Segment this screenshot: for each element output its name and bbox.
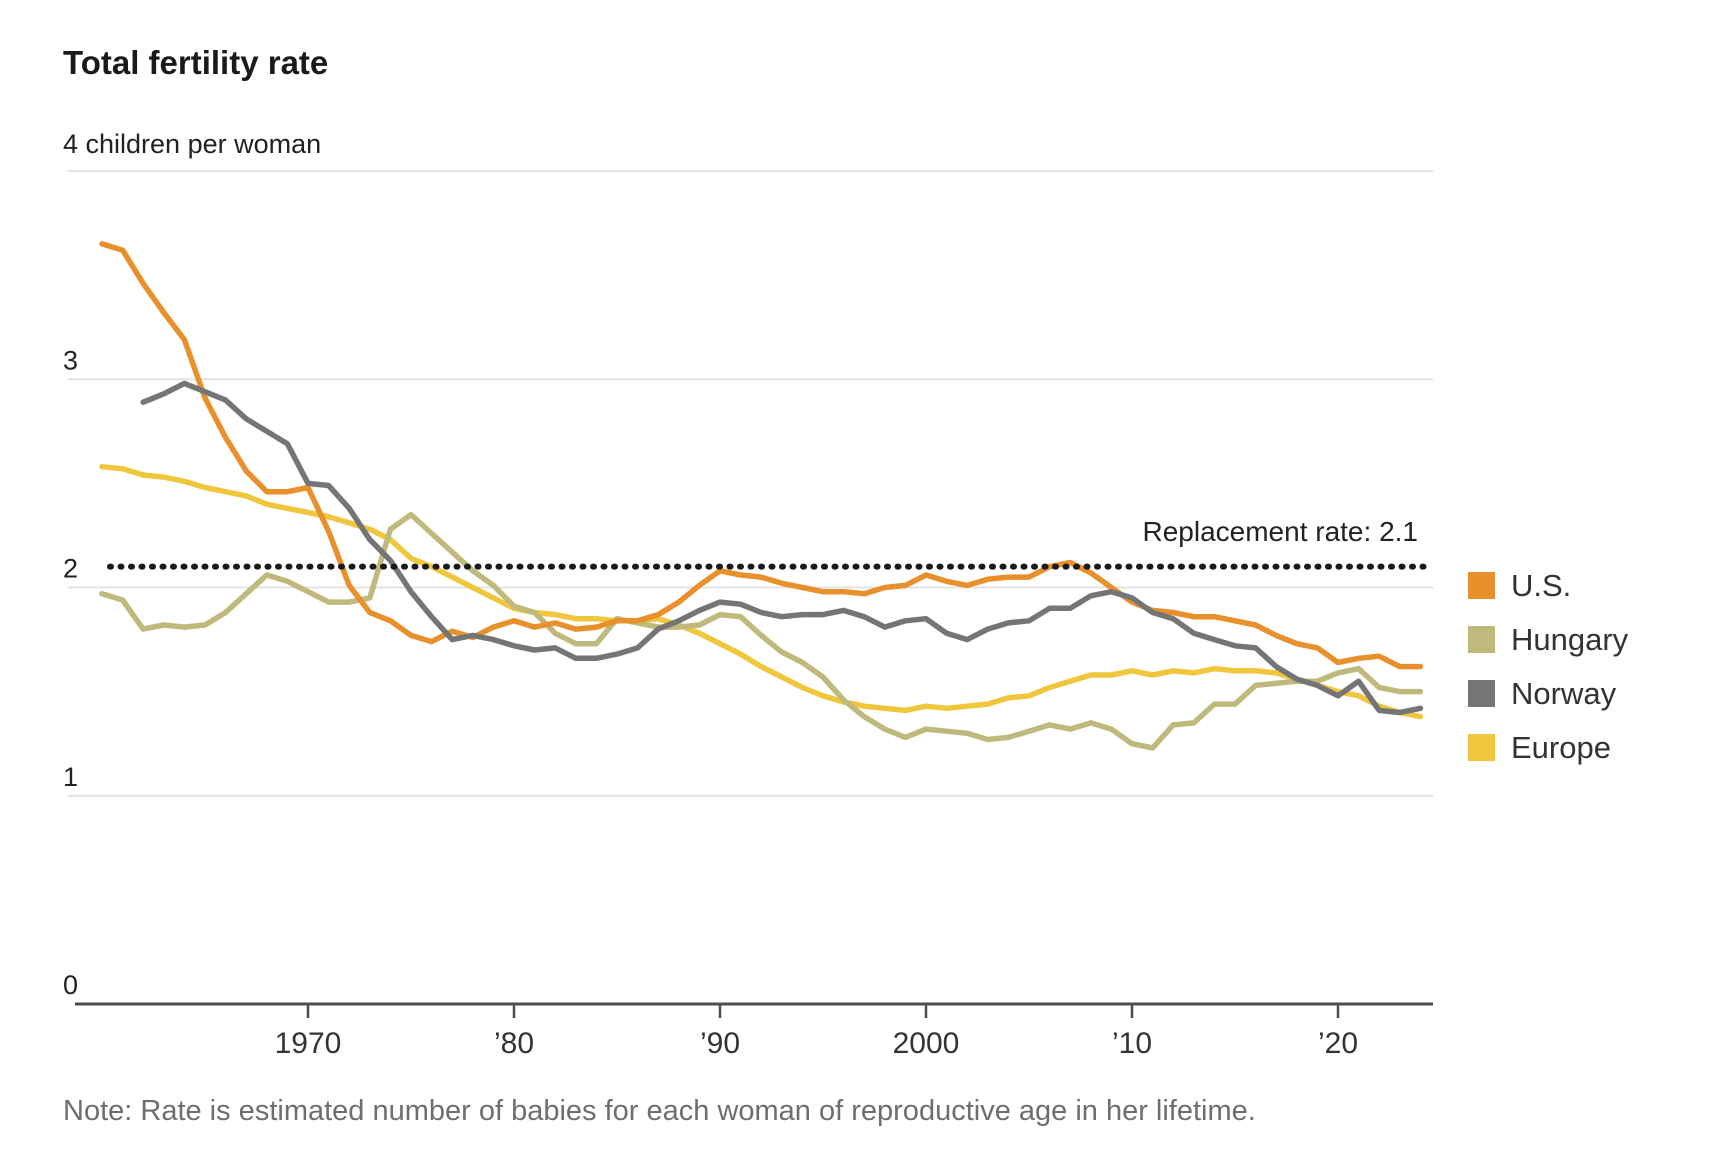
x-tick-label-1970: 1970 — [275, 1027, 342, 1060]
chart-legend: U.S. Hungary Norway Europe — [1468, 558, 1628, 774]
legend-item-europe: Europe — [1468, 720, 1628, 774]
y-tick-label-2: 2 — [63, 554, 78, 584]
us-series-swatch — [1468, 571, 1495, 599]
y-axis-unit-label: 4 children per woman — [63, 129, 322, 159]
hungary-series-swatch — [1468, 625, 1495, 653]
chart-title: Total fertility rate — [63, 44, 329, 81]
series-line-us — [99, 241, 1424, 670]
x-tick-label-2020: ’20 — [1318, 1027, 1358, 1060]
series-line-norway — [140, 380, 1424, 716]
legend-item-hungary: Hungary — [1468, 612, 1628, 666]
x-tick-label-1980: ’80 — [494, 1027, 534, 1060]
replacement-rate-label: Replacement rate: 2.1 — [1142, 516, 1419, 547]
legend-label-hungary: Hungary — [1511, 621, 1629, 657]
series-line-europe — [99, 463, 1424, 720]
y-tick-label-0: 0 — [63, 970, 78, 1000]
x-tick-label-1990: ’90 — [700, 1027, 740, 1060]
legend-item-norway: Norway — [1468, 666, 1628, 720]
legend-item-us: U.S. — [1468, 558, 1628, 612]
y-tick-label-1: 1 — [63, 762, 78, 792]
footnote: Note: Rate is estimated number of babies… — [63, 1095, 1256, 1127]
x-tick-label-2010: ’10 — [1112, 1027, 1152, 1060]
x-tick-label-2000: 2000 — [893, 1027, 960, 1060]
legend-label-europe: Europe — [1511, 729, 1611, 765]
europe-series-swatch — [1468, 733, 1495, 761]
y-tick-label-3: 3 — [63, 345, 78, 375]
series-line-hungary — [99, 511, 1424, 751]
norway-series-swatch — [1468, 679, 1495, 707]
legend-label-norway: Norway — [1511, 675, 1617, 711]
legend-label-us: U.S. — [1511, 567, 1572, 603]
